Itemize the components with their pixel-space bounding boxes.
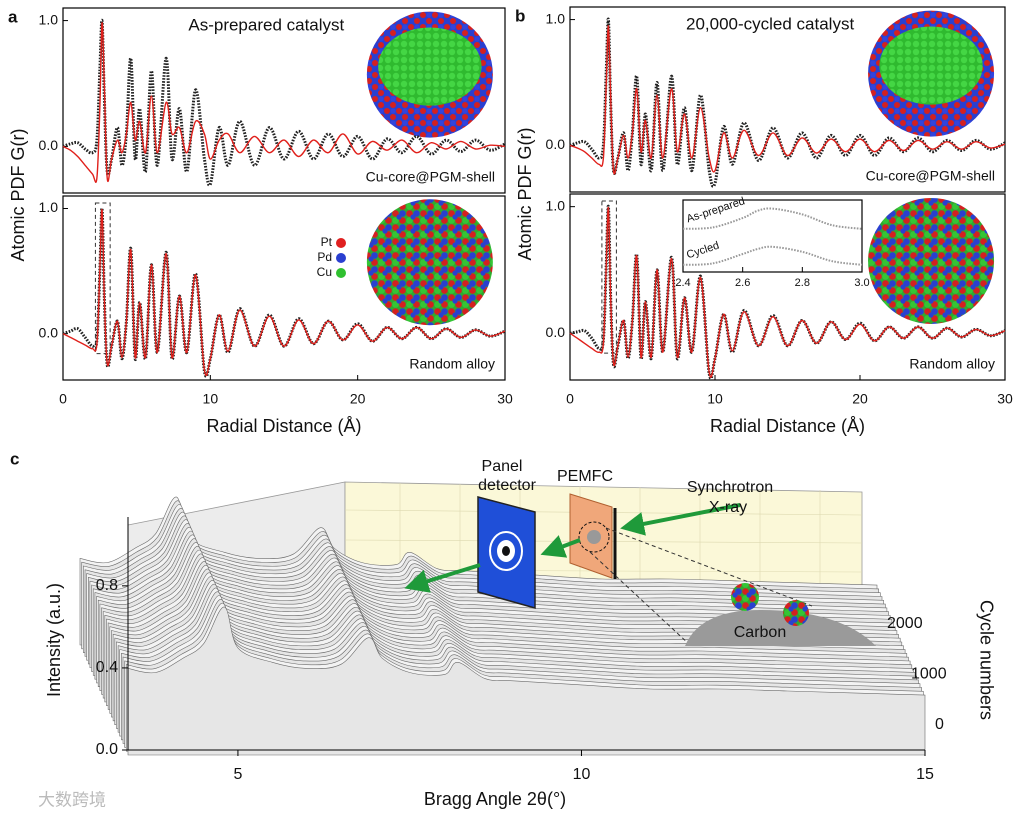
y-tick-label: 0.4 bbox=[96, 659, 118, 676]
x-tick-label: 2.6 bbox=[735, 277, 750, 289]
x-tick-label: 2.8 bbox=[795, 277, 810, 289]
waterfall: 0.0 0.4 0.8 5 10 15 0 1000 2000 Bragg Angle 2θ(°)… bbox=[10, 449, 996, 808]
y-tick-label: 0.0 bbox=[39, 324, 59, 340]
x-tick-label: 0 bbox=[566, 391, 574, 407]
schematic-label: Synchrotron bbox=[687, 479, 773, 496]
plot-annotation: Random alloy bbox=[909, 356, 995, 372]
x-tick-label: 30 bbox=[997, 391, 1013, 407]
pdf-panels: 0.0 1.0 As-prepared catalyst Cu-core@PGM-sh… bbox=[8, 6, 1013, 436]
schematic-label: X-ray bbox=[709, 499, 747, 516]
plot-title: 20,000-cycled catalyst bbox=[686, 14, 854, 33]
nanoparticle bbox=[366, 199, 493, 326]
legend-swatch bbox=[336, 238, 346, 248]
x-axis-label: Radial Distance (Å) bbox=[710, 416, 865, 436]
legend-label: Cu bbox=[317, 265, 332, 279]
y-axis-label: Atomic PDF G(r) bbox=[515, 128, 535, 261]
x-tick-label: 2.4 bbox=[675, 277, 690, 289]
inset-frame bbox=[682, 199, 863, 273]
data-line-fit bbox=[569, 206, 1006, 378]
z-axis-label: Cycle numbers bbox=[976, 600, 996, 720]
x-tick-label: 3.0 bbox=[854, 277, 869, 289]
y-tick-label: 1.0 bbox=[39, 11, 59, 27]
y-tick-label: 0.0 bbox=[39, 137, 59, 153]
data-line-experimental bbox=[682, 245, 863, 266]
data-line-fit bbox=[62, 209, 506, 377]
y-tick-label: 0.8 bbox=[96, 577, 118, 594]
plot-annotation: Cu-core@PGM-shell bbox=[866, 168, 995, 184]
plot-frame bbox=[569, 193, 1006, 381]
highlight-box bbox=[601, 200, 617, 354]
y-tick-label: 0.0 bbox=[546, 136, 566, 152]
y-tick-label: 1.0 bbox=[546, 10, 566, 26]
y-tick-label: 1.0 bbox=[39, 199, 59, 215]
x-tick-label: 10 bbox=[573, 766, 591, 783]
y-axis-label: Atomic PDF G(r) bbox=[8, 129, 28, 262]
x-tick-label: 10 bbox=[707, 391, 723, 407]
legend-swatch bbox=[336, 268, 346, 278]
data-line-fit bbox=[62, 22, 506, 183]
x-tick-label: 15 bbox=[916, 766, 934, 783]
plot-frame bbox=[62, 7, 506, 194]
z-tick-label: 0 bbox=[935, 716, 944, 733]
x-axis-label: Bragg Angle 2θ(°) bbox=[424, 789, 566, 809]
watermark: 大数跨境 bbox=[38, 790, 106, 809]
x-tick-label: 20 bbox=[350, 391, 366, 407]
x-tick-label: 10 bbox=[203, 391, 219, 407]
y-tick-label: 1.0 bbox=[546, 197, 566, 213]
x-tick-label: 20 bbox=[852, 391, 868, 407]
nanoparticle bbox=[868, 197, 995, 324]
z-tick-label: 1000 bbox=[911, 666, 947, 683]
panel-label: b bbox=[515, 6, 525, 25]
nanoparticle-core bbox=[879, 26, 983, 105]
panel-label: a bbox=[8, 7, 18, 26]
plot-frame bbox=[62, 195, 506, 381]
plot-annotation: Cu-core@PGM-shell bbox=[366, 169, 495, 185]
legend-swatch bbox=[336, 253, 346, 263]
plot-frame bbox=[569, 6, 1006, 193]
y-tick-label: 0.0 bbox=[546, 324, 566, 340]
legend-label: Pd bbox=[317, 250, 332, 264]
nanoparticle-core bbox=[378, 27, 482, 106]
plot-title: As-prepared catalyst bbox=[188, 15, 344, 34]
panel-label: c bbox=[10, 449, 19, 468]
data-line-fit bbox=[569, 25, 1006, 175]
x-axis-label: Radial Distance (Å) bbox=[206, 416, 361, 436]
schematic-label: Panel bbox=[482, 458, 523, 475]
z-tick-label: 2000 bbox=[887, 615, 923, 632]
x-tick-label: 5 bbox=[233, 766, 242, 783]
schematic-label: PEMFC bbox=[557, 468, 613, 485]
x-tick-label: 0 bbox=[59, 391, 67, 407]
legend-label: Pt bbox=[321, 235, 333, 249]
series-label: Cycled bbox=[685, 240, 721, 262]
schematic-label: Carbon bbox=[734, 624, 786, 641]
waterfall-trace bbox=[127, 606, 926, 756]
schematic-label: detector bbox=[478, 477, 536, 494]
data-line-experimental bbox=[682, 207, 863, 230]
schematic: Panel detector PEMFC Synchrotron X-ray Carbon bbox=[404, 458, 876, 646]
plot-annotation: Random alloy bbox=[409, 356, 495, 372]
y-axis-label: Intensity (a.u.) bbox=[44, 583, 64, 697]
x-tick-label: 30 bbox=[497, 391, 513, 407]
highlight-box bbox=[94, 202, 111, 355]
y-tick-label: 0.0 bbox=[96, 741, 118, 758]
